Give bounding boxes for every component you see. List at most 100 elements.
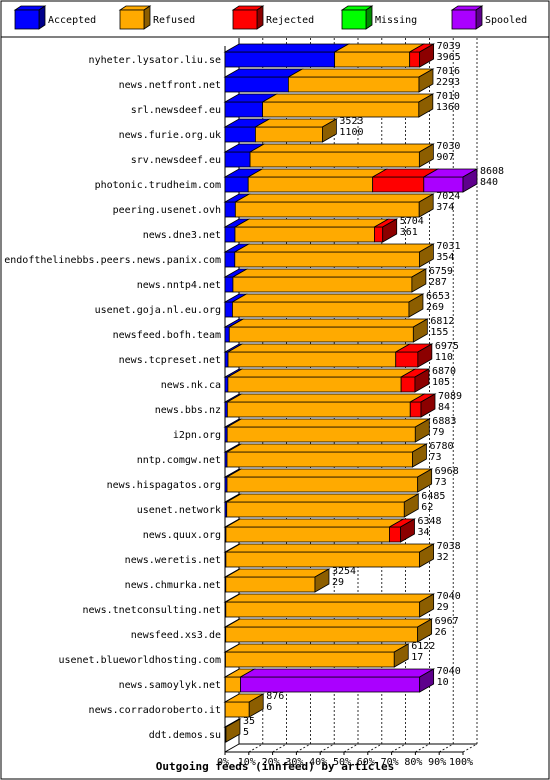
row-total-label: 7040 [437,666,461,677]
bar-segment-refused [234,226,375,243]
bar-top-refused [261,93,435,103]
row-label: newsfeed.bofh.team [113,330,221,341]
bar-segment-rejected [374,226,384,243]
legend: Accepted Refused Rejected Missing Spooled [13,5,527,30]
row-label: usenet.network [137,505,221,516]
row-label: srl.newsdeef.eu [131,105,221,116]
row-total-label: 6967 [435,616,459,627]
row-total-label: 6348 [418,516,442,527]
row-label: news.nntp4.net [137,280,221,291]
floor-left-edge [224,743,240,753]
bar-top-refused [246,168,389,178]
bar-side [248,693,264,718]
bar-top-refused [225,393,426,403]
legend-swatch-side [256,5,264,30]
legend-swatch-side [143,5,151,30]
bar-side [393,643,409,668]
bar-side [419,43,435,68]
row-total-label: 6485 [421,491,445,502]
bar-top-refused [248,143,435,153]
bar-side [419,668,435,693]
row-label: news.tnetconsulting.net [83,605,221,616]
bar-side [412,443,427,468]
row-total-label: 3254 [332,566,356,577]
legend-swatch [232,9,258,30]
bar-top-refused [223,643,410,653]
bar-segment-refused [247,176,374,193]
row-label: news.bbs.nz [155,405,221,416]
bar-side [420,393,436,418]
row-accepted-label: 62 [421,502,433,513]
bar-segment-accepted [224,276,234,293]
bar-top-refused [224,593,436,603]
row-accepted-label: 29 [437,602,449,613]
bar-segment-accepted [224,201,236,218]
bar-segment-accepted [224,301,233,318]
bar-top-spooled [238,668,436,678]
row-total-label: 7010 [436,91,460,102]
row-total-label: 8608 [480,166,504,177]
bar-segment-refused [226,476,419,493]
bar-segment-rejected [409,51,421,68]
bar-segment-rejected [372,176,425,193]
bars [223,43,479,743]
bar-segment-refused [226,501,405,518]
row-accepted-label: 34 [418,527,430,538]
row-label: usenet.goja.nl.eu.org [95,305,221,316]
bar-top-refused [224,543,436,553]
bar-segment-rejected [400,376,416,393]
bar-segment-refused [255,126,323,143]
row-accepted-label: 29 [332,577,344,588]
bar-side [414,418,430,443]
bar-segment-refused [225,651,395,668]
legend-swatch [341,9,367,30]
x-tick-label: 50% [333,757,351,768]
bar-segment-accepted [224,151,251,168]
bar-segment-accepted [224,76,289,93]
row-total-label: 6883 [432,416,456,427]
row-label: i2pn.org [173,430,221,441]
bar-top-refused [333,43,426,53]
bar-side [418,143,434,168]
bar-segment-refused [224,676,241,693]
row-accepted-label: 17 [411,652,423,663]
bar-side [417,468,433,493]
row-total-label: 7031 [436,241,460,252]
row-accepted-label: 110 [435,352,453,363]
legend-swatch [451,9,477,30]
row-total-label: 6780 [429,441,453,452]
row-accepted-label: 1360 [436,102,460,113]
bar-segment-refused [227,351,397,368]
bar-segment-refused [232,276,413,293]
gridline-diagonal [272,743,287,753]
row-label: endofthelinebbs.peers.news.panix.com [4,255,221,266]
bar-segment-refused [287,76,420,93]
row-total-label: 6975 [435,341,459,352]
gridline-diagonal [343,743,359,753]
row-total-label: 7016 [436,66,460,77]
bar-segment-rejected [395,351,419,368]
x-tick-label: 70% [381,757,399,768]
gridline-diagonal [415,743,430,753]
row-total-label: 7039 [437,41,461,52]
row-label: news.chmurka.net [125,580,221,591]
legend-swatch-side [475,5,483,30]
gridline-diagonal [320,743,335,753]
bar-side [225,718,241,743]
x-tick-label: 100% [449,757,473,768]
row-accepted-label: 10 [437,677,449,688]
bar-side [408,293,424,318]
row-total-label: 6870 [432,366,456,377]
bar-segment-refused [225,626,419,643]
row-total-label: 5704 [400,216,424,227]
bar-segment-refused [226,401,411,418]
row-label: news.weretis.net [125,555,221,566]
x-tick-label: 20% [262,757,280,768]
row-label: peering.usenet.ovh [113,205,221,216]
bar-segment-accepted [224,226,236,243]
bar-segment-refused [226,451,413,468]
row-total-label: 7024 [436,191,460,202]
bar-side [412,318,428,343]
row-total-label: 7040 [437,591,461,602]
